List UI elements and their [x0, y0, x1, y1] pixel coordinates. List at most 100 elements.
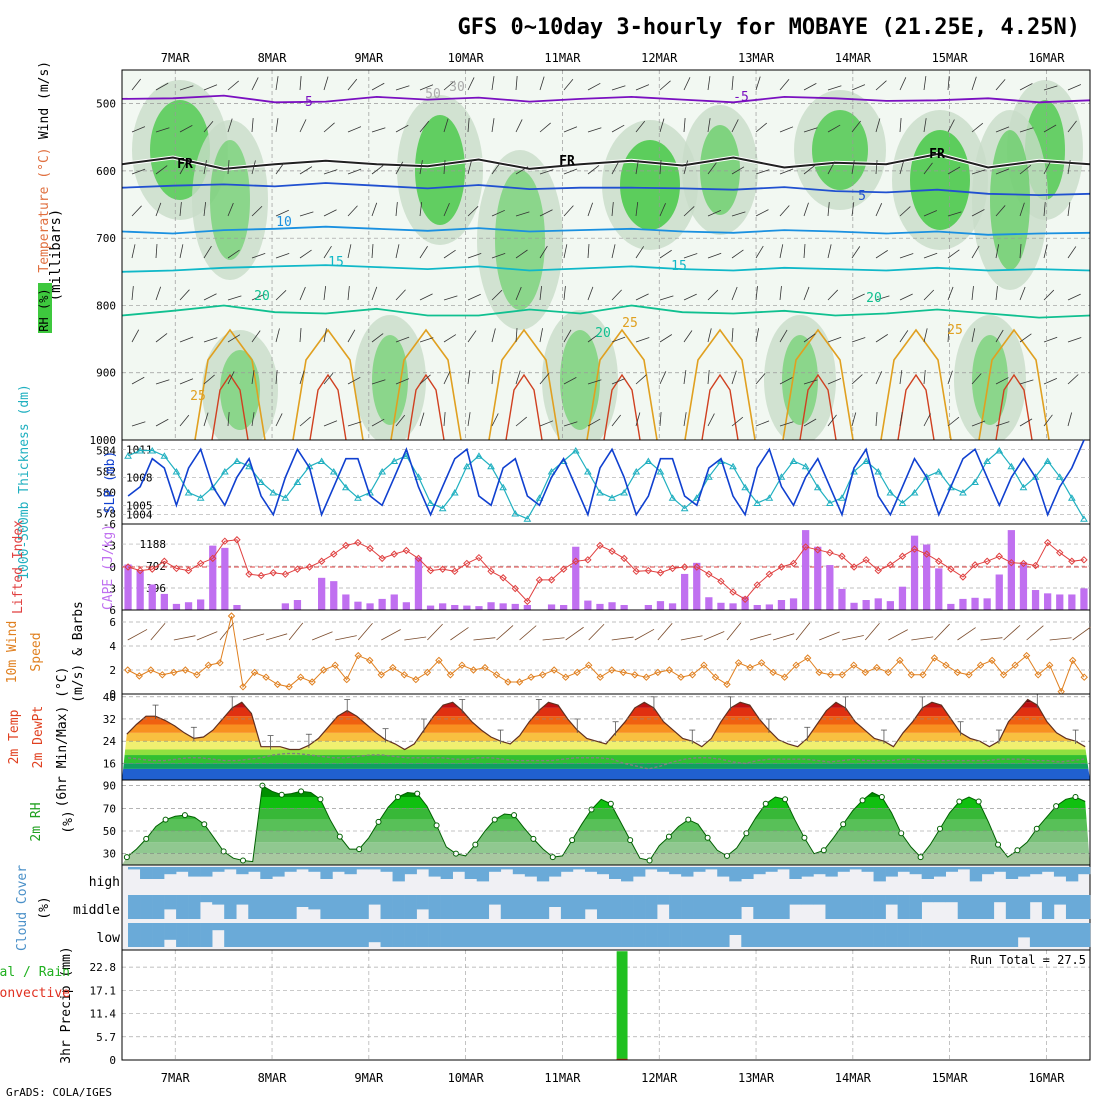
wind-speed-marker — [124, 666, 132, 674]
wind-barb — [659, 295, 674, 301]
cloud-cell-middle — [1077, 895, 1091, 919]
cloud-cell-middle — [621, 895, 634, 919]
rh-marker — [820, 847, 827, 854]
li-tick-label: 0 — [109, 561, 116, 574]
cape-bar — [1031, 590, 1040, 610]
thickness-marker — [462, 462, 471, 470]
lifted-index-marker — [765, 570, 774, 578]
wind-barb — [827, 124, 841, 133]
rh-2m-line — [126, 784, 1086, 863]
wind-barb — [347, 421, 362, 427]
lifted-index-marker — [330, 550, 338, 558]
wind-barb — [155, 127, 170, 133]
wind-barb — [251, 118, 254, 133]
cape-bar — [741, 596, 749, 610]
lifted-index-marker — [475, 553, 483, 562]
wind-barb — [563, 244, 568, 259]
cloud-cell-low — [813, 923, 826, 947]
cloud-cell-high — [200, 867, 213, 877]
cloud-cell-low — [212, 923, 225, 931]
cloud-cell-high — [921, 867, 934, 879]
wind-barb-10m — [980, 637, 1003, 641]
cape-bar — [426, 605, 435, 610]
cloud-cell-low — [404, 923, 417, 947]
thickness-marker — [535, 494, 544, 501]
wind-barb-10m — [150, 623, 166, 641]
wind-barb — [827, 202, 830, 217]
wind-barb — [539, 420, 554, 427]
wind-speed-marker — [1034, 671, 1042, 679]
chart-title: GFS 0~10day 3-hourly for MOBAYE (21.25E,… — [457, 15, 1080, 40]
lifted-index-marker — [523, 597, 532, 606]
wind-barb — [731, 286, 738, 301]
cloud-cell-high — [1065, 867, 1079, 882]
lifted-index-marker — [414, 554, 423, 563]
cloud-cell-low — [873, 923, 886, 947]
rh-shade-outer — [542, 310, 618, 450]
rh-marker — [898, 830, 905, 837]
cape-bar — [947, 603, 955, 610]
cloud-cell-low — [476, 923, 490, 947]
wind-barb — [1019, 379, 1034, 385]
isotherm-25-loop — [782, 328, 854, 441]
wind-barb — [971, 286, 974, 301]
wind-barb-10m — [242, 633, 265, 641]
contour-label: 20 — [595, 326, 611, 341]
wind-speed-marker — [723, 680, 731, 689]
wind-barb — [707, 289, 719, 301]
thickness-marker — [813, 483, 822, 491]
cape-bar — [439, 603, 447, 610]
lifted-index-marker — [947, 565, 955, 573]
wind-barb — [755, 76, 761, 91]
wind-barb — [923, 162, 933, 175]
axis-label-slp: SLP (mb) — [103, 451, 118, 514]
wind-barb — [323, 169, 338, 175]
wind-barb — [755, 286, 758, 301]
cloud-cell-low — [512, 923, 526, 947]
wind-barb — [635, 246, 645, 259]
pressure-tick-label: 700 — [96, 232, 116, 245]
cloud-cell-low — [1041, 923, 1055, 947]
cape-bar — [862, 600, 870, 610]
cape-bar — [281, 603, 289, 610]
wind-barb — [803, 379, 818, 385]
cloud-cell-low — [440, 923, 453, 947]
lifted-index-marker — [293, 565, 302, 573]
wind-speed-marker — [573, 668, 581, 677]
thickness-marker — [704, 473, 713, 480]
cape-bar — [886, 601, 894, 610]
cape-bar — [330, 581, 338, 610]
wind-barb — [491, 118, 495, 133]
cape-tick-label: 1188 — [140, 538, 167, 551]
wind-barb — [299, 328, 302, 343]
cloud-cell-high — [140, 867, 153, 879]
lifted-index-marker — [305, 563, 314, 571]
thickness-marker — [1055, 473, 1064, 480]
lifted-index-marker — [668, 564, 677, 573]
cloud-cell-low — [356, 923, 369, 947]
wind-speed-marker — [815, 668, 823, 677]
wind-barb — [1043, 336, 1058, 343]
isotherm-warm-loop — [309, 373, 347, 441]
wind-barb — [227, 80, 239, 91]
wind-barb — [443, 249, 456, 259]
date-label-bottom: 10MAR — [448, 1071, 485, 1085]
thickness-marker — [450, 489, 459, 496]
thickness-marker — [729, 462, 737, 470]
wind-barb — [683, 330, 693, 343]
wind-barb — [563, 421, 578, 427]
wind-barb — [1043, 202, 1046, 217]
cape-bar — [184, 602, 193, 610]
cloud-cell-low — [1017, 923, 1031, 938]
cape-bar — [935, 568, 943, 610]
cape-bar — [826, 565, 834, 610]
panel-frame-slp — [121, 439, 1091, 525]
contour-label: 10 — [276, 215, 292, 230]
contour-label: 50 — [425, 87, 441, 102]
lifted-index-marker — [184, 566, 193, 575]
wind-speed-marker — [158, 671, 167, 679]
wind-barb — [659, 203, 666, 217]
wind-barb — [227, 371, 235, 385]
wind-barb — [443, 412, 446, 427]
wind-barb — [947, 119, 955, 133]
